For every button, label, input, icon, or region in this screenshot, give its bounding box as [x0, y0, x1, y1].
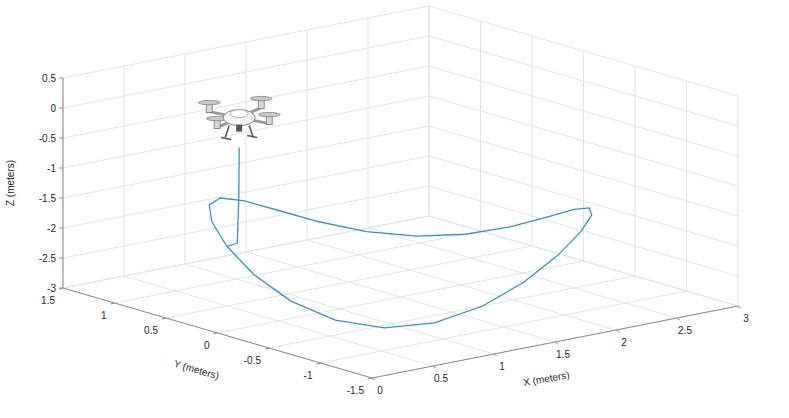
x-tick — [738, 306, 741, 308]
y-tick — [162, 318, 166, 319]
grid-line — [738, 96, 739, 306]
y-tick-label: -1.5 — [347, 385, 365, 396]
grid-line — [63, 288, 372, 378]
y-tick-label: -1 — [304, 370, 313, 381]
grid-line — [429, 96, 738, 186]
y-tick — [317, 363, 321, 364]
z-tick-label: -2 — [47, 223, 56, 234]
z-tick-label: -1 — [47, 163, 56, 174]
drone-prop — [258, 112, 280, 116]
drone-prop — [250, 96, 272, 100]
drone-camera — [236, 125, 242, 132]
y-tick-label: -0.5 — [244, 355, 262, 366]
drone-body — [223, 110, 255, 126]
drone-canopy — [230, 110, 248, 118]
y-tick-label: 1.5 — [41, 295, 55, 306]
x-axis-title: X (meters) — [522, 369, 570, 388]
z-tick — [59, 198, 63, 199]
grid-line — [429, 216, 738, 306]
y-tick — [111, 303, 115, 304]
drone-skid — [221, 138, 231, 140]
x-tick-label: 3 — [743, 313, 749, 324]
grid-line — [63, 78, 64, 288]
grid-line — [307, 30, 308, 240]
y-axis-title: Y (meters) — [173, 358, 221, 381]
grid — [63, 6, 738, 378]
grid-line — [480, 21, 481, 231]
y-tick — [368, 378, 372, 379]
grid-line — [429, 186, 738, 276]
x-tick-label: 0 — [377, 385, 383, 396]
y-tick — [265, 348, 269, 349]
x-tick-label: 1 — [499, 361, 505, 372]
y-tick-label: 0 — [204, 340, 210, 351]
z-tick-label: -0.5 — [39, 133, 57, 144]
grid-line — [429, 6, 430, 216]
z-tick — [59, 228, 63, 229]
grid-line — [368, 18, 369, 228]
y-tick — [214, 333, 218, 334]
grid-line — [63, 216, 429, 288]
grid-line — [686, 81, 687, 291]
x-tick-label: 1.5 — [556, 349, 570, 360]
y-tick-label: 0.5 — [144, 325, 158, 336]
x-tick — [433, 366, 436, 368]
grid-line — [583, 51, 584, 261]
trajectory — [209, 148, 592, 328]
grid-line — [63, 156, 429, 228]
z-tick — [59, 138, 63, 139]
z-tick — [59, 258, 63, 259]
grid-line — [63, 96, 429, 168]
grid-line — [63, 186, 429, 258]
x-tick — [555, 342, 558, 344]
x-tick-label: 2 — [621, 337, 627, 348]
drone-skid — [247, 136, 257, 138]
grid-line — [63, 66, 429, 138]
grid-line — [185, 54, 186, 264]
x-tick — [616, 330, 619, 332]
drone-leg — [225, 126, 229, 138]
x-tick — [494, 354, 497, 356]
z-tick — [59, 108, 63, 109]
grid-line — [429, 36, 738, 126]
x-axis-line — [372, 306, 738, 378]
z-tick-label: 0 — [50, 103, 56, 114]
grid-line — [63, 6, 429, 78]
x-tick-label: 2.5 — [678, 325, 692, 336]
data-group — [209, 148, 592, 328]
grid-line — [246, 42, 247, 252]
grid-line — [429, 126, 738, 216]
grid-line — [63, 36, 429, 108]
x-tick — [372, 378, 375, 380]
grid-line — [124, 66, 125, 276]
grid-line — [429, 6, 738, 96]
grid-line — [429, 6, 430, 216]
y-tick-label: 1 — [101, 310, 107, 321]
grid-line — [63, 126, 429, 198]
drone-prop — [198, 100, 220, 104]
x-tick — [677, 318, 680, 320]
y-axis-line — [63, 288, 372, 378]
z-axis-title: Z (meters) — [5, 160, 16, 206]
z-tick — [59, 168, 63, 169]
y-tick — [59, 288, 63, 289]
z-tick-label: 0.5 — [42, 73, 56, 84]
z-tick-label: -3 — [47, 283, 56, 294]
z-tick — [59, 288, 63, 289]
grid-line — [63, 216, 429, 288]
z-tick-label: -2.5 — [39, 253, 57, 264]
z-axis-line — [63, 78, 64, 288]
x-tick-label: 0.5 — [434, 373, 448, 384]
drone-icon — [198, 96, 280, 139]
grid-line — [532, 36, 533, 246]
z-tick — [59, 78, 63, 79]
axes — [59, 78, 741, 380]
grid-line — [429, 66, 738, 156]
chart: 00.511.522.53-1.5-1-0.500.511.5-3-2.5-2-… — [0, 0, 789, 418]
grid-line — [635, 66, 636, 276]
z-tick-label: -1.5 — [39, 193, 57, 204]
